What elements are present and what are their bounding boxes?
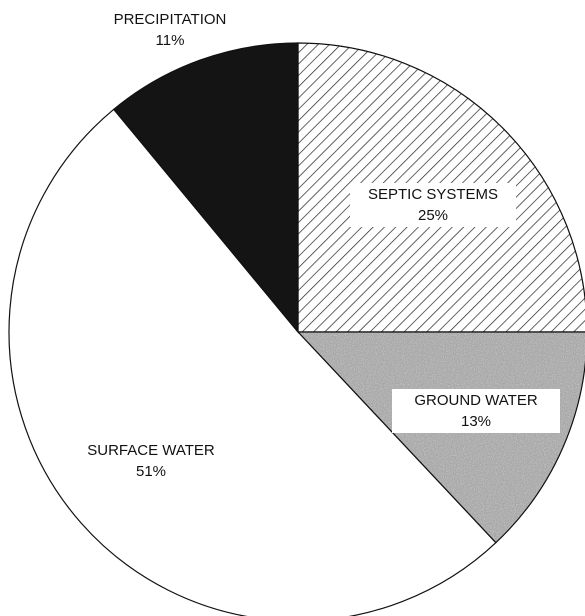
slice-percent-label: 11% bbox=[156, 32, 185, 49]
slice-precipitation bbox=[112, 42, 299, 334]
slice-ground-water bbox=[296, 331, 585, 544]
slice-name-label: SURFACE WATER bbox=[87, 442, 215, 459]
slice-label-precipitation: PRECIPITATION 11% bbox=[114, 11, 227, 49]
label-background bbox=[392, 389, 560, 433]
slice-percent-label: 51% bbox=[136, 463, 166, 480]
pie-slices bbox=[8, 42, 585, 616]
slice-percent-label: 13% bbox=[461, 413, 491, 430]
slice-name-label: PRECIPITATION bbox=[114, 11, 227, 28]
slice-label-ground-water: GROUND WATER 13% bbox=[392, 389, 560, 433]
slice-name-label: SEPTIC SYSTEMS bbox=[368, 186, 498, 203]
slice-surface-water bbox=[8, 108, 497, 616]
slice-name-label: GROUND WATER bbox=[414, 392, 537, 409]
slice-label-surface-water: SURFACE WATER 51% bbox=[87, 442, 215, 480]
label-background bbox=[350, 183, 516, 227]
slice-label-septic-systems: SEPTIC SYSTEMS 25% bbox=[350, 183, 516, 227]
pie-labels: SEPTIC SYSTEMS 25% GROUND WATER 13% SURFACE … bbox=[87, 11, 560, 480]
slice-percent-label: 25% bbox=[418, 207, 448, 224]
